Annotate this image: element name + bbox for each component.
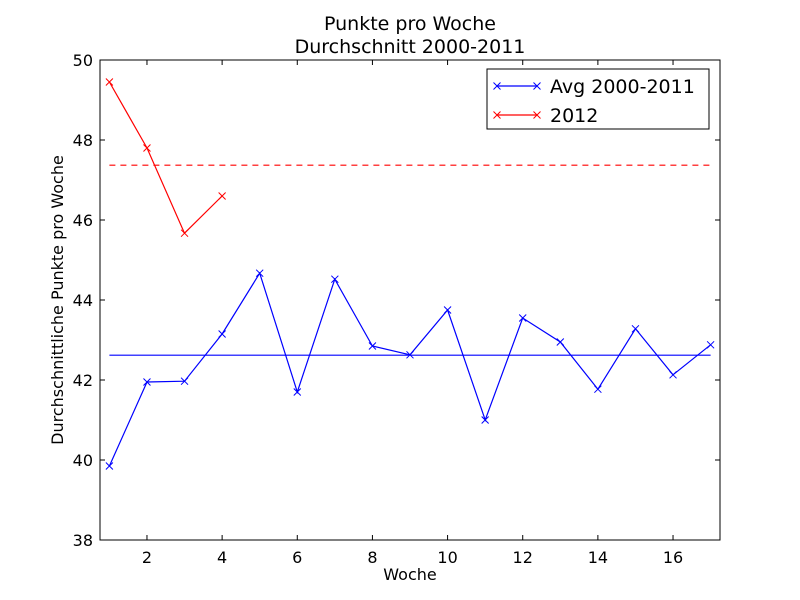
data-point-0-8 [406,350,414,359]
data-point-0-0 [105,462,114,470]
y-tick-label-40: 40 [73,451,93,470]
series-line-0 [108,271,711,467]
y-tick-label-44: 44 [73,291,93,310]
chart-subtitle: Durchschnitt 2000-2011 [295,36,526,58]
data-point-0-10 [481,416,490,424]
data-point-0-11 [518,314,527,322]
legend-marker-2012 [493,111,541,119]
y-tick-label-46: 46 [73,211,93,230]
data-point-0-9 [443,306,452,314]
x-tick-label-4: 4 [217,548,227,567]
data-point-0-13 [594,385,602,394]
data-point-0-14 [631,324,640,333]
legend: Avg 2000-2011 2012 [486,68,710,130]
x-tick-label-12: 12 [513,548,533,567]
x-tick-label-8: 8 [367,548,377,567]
x-tick-label-14: 14 [588,548,608,567]
x-axis-label: Woche [383,565,436,584]
data-point-0-4 [255,269,264,278]
data-point-0-12 [556,338,565,346]
legend-frame [486,68,710,130]
x-tick-label-2: 2 [142,548,152,567]
data-point-0-16 [706,340,715,349]
y-tick-label-50: 50 [73,51,93,70]
data-point-0-3 [218,330,226,338]
chart-title: Punkte pro Woche [324,13,496,35]
x-tick-label-10: 10 [437,548,457,567]
legend-marker-avg [493,82,541,90]
data-point-0-2 [180,377,189,386]
y-tick-label-42: 42 [73,371,93,390]
data-point-0-15 [669,370,677,379]
y-tick-label-48: 48 [73,131,93,150]
data-point-1-1 [143,144,151,152]
x-tick-label-6: 6 [292,548,302,567]
data-point-0-5 [293,388,302,396]
data-point-1-0 [105,78,114,86]
y-tick-label-38: 38 [73,531,93,550]
x-tick-label-16: 16 [663,548,683,567]
plot-area-frame [99,59,721,541]
series-line-1 [108,81,223,235]
legend-label-avg: Avg 2000-2011 [550,76,695,98]
y-axis-label: Durchschnittliche Punkte pro Woche [48,155,67,445]
data-point-0-1 [143,378,151,386]
data-point-1-3 [218,192,226,200]
data-point-0-6 [330,275,339,284]
data-point-0-7 [368,342,377,350]
plot-data-layer [105,78,715,470]
data-point-1-2 [180,229,189,238]
legend-label-2012: 2012 [550,105,598,127]
